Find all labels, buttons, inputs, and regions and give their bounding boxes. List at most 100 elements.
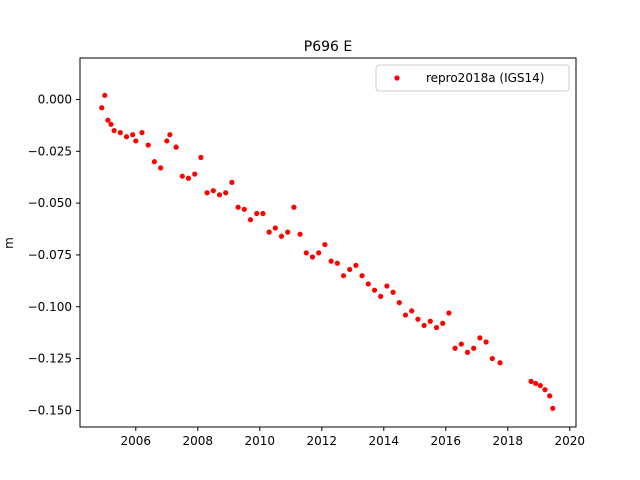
data-point [260,210,266,217]
data-point [223,190,229,196]
x-tick-label: 2016 [431,434,462,448]
data-point [145,142,151,148]
data-point [123,134,130,140]
data-point [371,287,378,293]
data-point [158,165,164,171]
data-point [133,138,139,144]
data-point [266,229,272,235]
y-tick-label: −0.050 [28,196,72,210]
data-point [285,229,291,235]
data-point [550,405,556,411]
plot-frame [79,57,577,428]
data-point [216,192,223,198]
data-point [528,378,534,384]
data-point [334,260,340,266]
y-axis-label: m [2,237,16,249]
data-point [409,308,415,314]
data-point [198,154,204,161]
data-point [542,387,548,393]
data-point [102,92,108,98]
data-point [316,250,322,256]
legend-label: repro2018a (IGS14) [426,71,544,85]
data-point [235,204,241,210]
data-point [440,320,446,326]
data-point [533,380,539,387]
data-point [353,262,359,268]
x-tick-label: 2012 [307,434,338,448]
data-point [384,283,390,289]
x-tick-label: 2020 [555,434,586,448]
data-point [433,324,440,331]
data-point [471,345,477,351]
data-point [229,179,235,185]
legend-box [375,64,570,92]
data-point [452,345,458,351]
data-point [105,117,111,123]
data-point [179,173,185,179]
data-point [547,393,553,399]
data-point [297,231,303,237]
data-point [167,132,173,138]
data-point [458,341,464,347]
data-point [173,144,179,150]
data-point [537,382,543,389]
data-point [489,355,495,362]
data-point [497,360,503,366]
data-point [390,289,396,295]
data-point [446,310,452,316]
data-point [340,273,347,279]
data-point [303,250,309,256]
x-tick-label: 2010 [245,434,276,448]
data-point [427,318,433,324]
y-tick-label: 0.000 [38,92,72,106]
data-point [378,293,384,299]
data-point [477,335,483,341]
data-point [241,206,247,212]
y-tick-label: −0.125 [28,352,72,366]
data-point [483,339,489,345]
y-tick-label: −0.150 [28,403,72,417]
data-point [139,130,145,136]
data-point [421,322,427,329]
data-point [192,171,198,177]
data-point [99,105,105,111]
data-point [204,190,210,196]
data-point [164,138,170,144]
data-point [117,130,123,136]
chart-title: P696 E [304,39,352,55]
data-point [396,300,402,306]
y-tick-label: −0.025 [28,144,72,158]
data-point [415,316,421,322]
x-tick-label: 2008 [183,434,214,448]
x-tick-label: 2018 [493,434,524,448]
x-tick-label: 2006 [121,434,152,448]
y-axis-ticks: 0.000 −0.025 −0.050 −0.075 −0.100 −0.125 −0.15… [28,92,80,417]
data-point [402,312,409,318]
y-tick-label: −0.075 [28,248,72,262]
legend: repro2018a (IGS14) [375,64,570,92]
x-tick-label: 2014 [369,434,400,448]
data-point [247,217,254,223]
data-point [130,132,136,138]
legend-marker [394,75,400,81]
data-point [359,273,365,279]
data-points [99,92,556,411]
data-point [278,233,285,239]
data-point [185,175,192,181]
data-point [322,241,328,248]
data-point [272,225,278,231]
data-point [108,121,114,127]
data-point [365,281,371,287]
x-axis-ticks: 2006 2008 2010 2012 2014 2016 2018 2020 [121,427,586,448]
data-point [328,258,334,264]
y-tick-label: −0.100 [28,300,72,314]
data-point [210,188,216,194]
data-point [347,266,353,273]
data-point [291,204,297,210]
data-point [151,159,157,165]
data-point [464,349,471,355]
data-point [254,210,260,217]
data-point [309,254,316,260]
data-point [111,127,117,134]
